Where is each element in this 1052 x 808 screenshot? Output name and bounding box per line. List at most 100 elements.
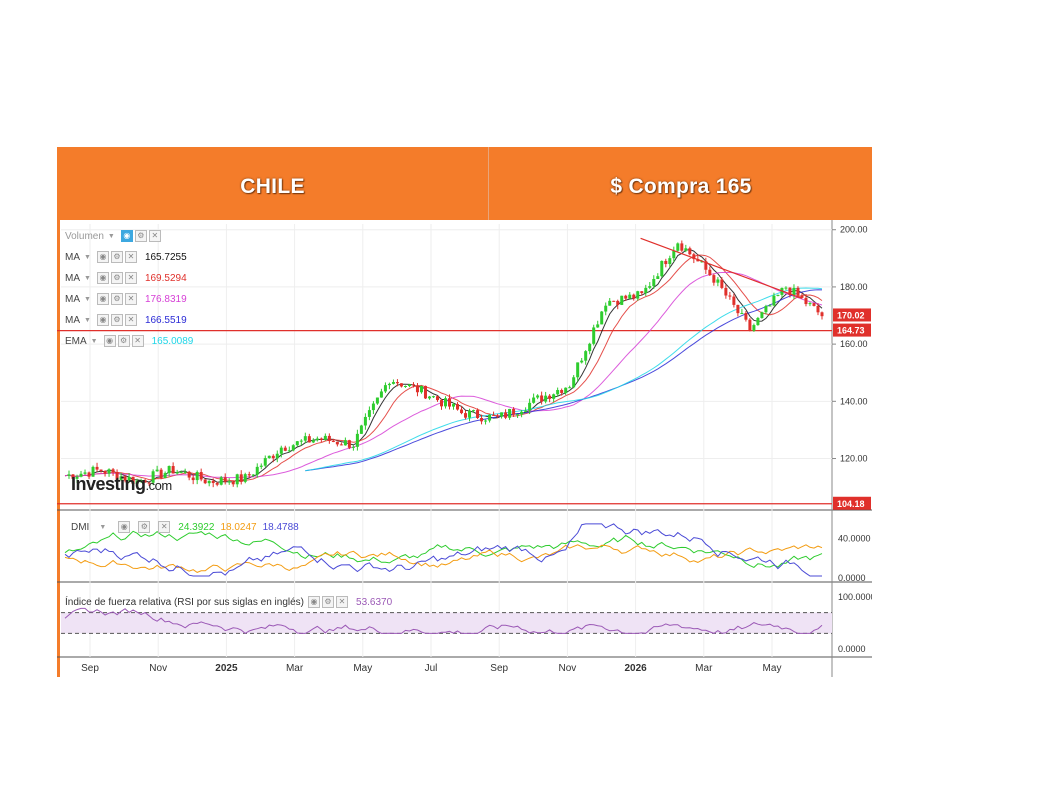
price-label-box [833,496,871,510]
candle-body [784,287,788,289]
candle-body [351,446,355,448]
settings-icon[interactable]: ⚙ [138,521,151,533]
candle-body [508,408,512,418]
candle-body [612,300,616,302]
settings-icon[interactable]: ⚙ [134,230,147,242]
dmi-line [64,530,823,568]
price-label: 170.02 [837,310,865,320]
candle-body [407,384,411,387]
candle-body [271,455,275,459]
indicator-ma-1[interactable]: MA ▼ ◉ ⚙ ✕ 165.7255 [65,251,187,263]
candle-body [251,474,255,476]
candle-body [127,476,131,481]
candle-body [195,472,199,481]
close-icon[interactable]: ✕ [148,230,161,242]
settings-icon[interactable]: ⚙ [110,314,123,326]
close-icon[interactable]: ✕ [158,521,171,533]
candle-body [464,413,468,418]
x-tick-label: Mar [286,663,304,674]
close-icon[interactable]: ✕ [124,293,137,305]
candle-body [820,312,824,317]
dmi-minus-value: 18.0247 [220,521,257,533]
close-icon[interactable]: ✕ [124,251,137,263]
y-tick-label: 200.00 [840,225,868,235]
ma-line-blue [305,289,823,472]
price-label-box [833,308,871,322]
settings-icon[interactable]: ⚙ [117,335,130,347]
indicator-volume[interactable]: Volumen ▼ ◉ ⚙ ✕ [65,230,163,242]
candle-body [504,412,508,418]
candle-body [439,400,443,407]
candle-body [688,248,692,255]
candle-body [423,385,427,399]
candle-body [103,470,107,474]
candle-body [796,287,800,296]
rsi-tick-label: 100.0000 [838,592,872,602]
close-icon[interactable]: ✕ [131,335,144,347]
rsi-value: 53.6370 [356,596,393,608]
settings-icon[interactable]: ⚙ [110,272,123,284]
eye-icon[interactable]: ◉ [118,521,131,533]
candle-body [768,305,772,307]
candle-body [592,327,596,344]
x-tick-label: Jul [425,663,438,674]
candle-body [700,261,704,263]
candle-body [496,415,500,417]
indicator-ma-3[interactable]: MA ▼ ◉ ⚙ ✕ 176.8319 [65,293,187,305]
candle-body [359,425,363,434]
y-tick-label: 160.00 [840,339,868,349]
candle-body [628,294,632,299]
candle-body [123,476,127,481]
candle-body [548,395,552,399]
candle-body [307,436,311,443]
candle-body [736,304,740,314]
close-icon[interactable]: ✕ [124,314,137,326]
settings-icon[interactable]: ⚙ [110,293,123,305]
eye-icon[interactable]: ◉ [308,596,321,608]
candle-body [608,300,612,306]
eye-icon[interactable]: ◉ [96,251,109,263]
candle-body [415,385,419,393]
indicator-ma-4[interactable]: MA ▼ ◉ ⚙ ✕ 166.5519 [65,314,187,326]
eye-icon[interactable]: ◉ [103,335,116,347]
candle-body [532,397,536,403]
x-tick-label: Sep [81,663,99,674]
candle-body [435,396,439,401]
ma-4-value: 166.5519 [144,314,187,326]
candle-body [131,476,135,485]
settings-icon[interactable]: ⚙ [322,596,335,608]
dmi-line [64,523,822,577]
candle-body [363,416,367,426]
candle-body [488,414,492,421]
candle-body [760,312,764,318]
eye-icon[interactable]: ◉ [96,293,109,305]
candle-body [564,387,568,393]
indicator-rsi[interactable]: Índice de fuerza relativa (RSI por sus s… [65,596,393,608]
candle-body [255,466,259,475]
rsi-tick-label: 0.0000 [838,644,866,654]
candle-body [323,435,327,440]
close-icon[interactable]: ✕ [336,596,349,608]
indicator-ma-2[interactable]: MA ▼ ◉ ⚙ ✕ 169.5294 [65,272,187,284]
dmi-line [64,544,823,573]
price-chart[interactable]: Sep Nov 2025 Mar May Jul Sep Nov 2026 Mar May 200.0… [57,220,872,677]
eye-icon[interactable]: ◉ [120,230,133,242]
close-icon[interactable]: ✕ [124,272,137,284]
candle-body [740,313,744,315]
eye-icon[interactable]: ◉ [96,314,109,326]
ma-line-red [64,254,823,482]
settings-icon[interactable]: ⚙ [110,251,123,263]
candle-body [175,472,179,474]
candle-body [580,360,584,363]
candle-body [604,305,608,312]
candle-body [295,441,299,446]
candle-body [203,479,207,484]
candle-body [383,385,387,392]
candle-body [211,480,215,484]
x-tick-label: Nov [559,663,577,674]
candle-body [788,287,792,295]
candle-body [584,351,588,361]
indicator-dmi[interactable]: DMI ▼ ◉ ⚙ ✕ 24.3922 18.0247 18.4788 [71,521,299,533]
eye-icon[interactable]: ◉ [96,272,109,284]
indicator-ema[interactable]: EMA ▼ ◉ ⚙ ✕ 165.0089 [65,335,194,347]
